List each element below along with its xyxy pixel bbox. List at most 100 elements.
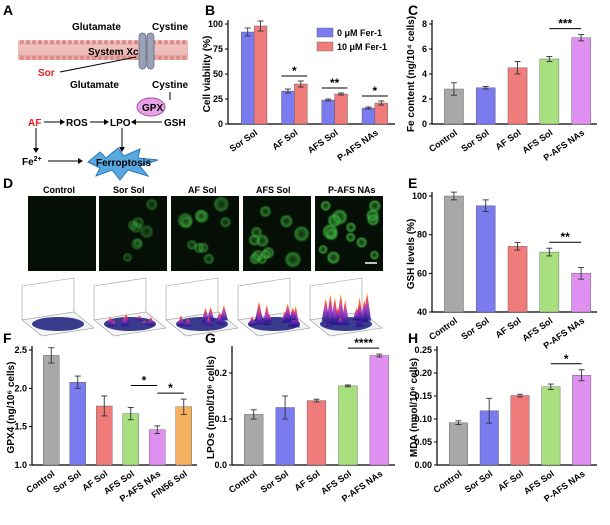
significance-marker: **** bbox=[354, 336, 373, 350]
significance-marker: * bbox=[142, 374, 147, 388]
surface-frame-afs-sol bbox=[237, 277, 291, 320]
arrowhead-af-fe bbox=[33, 148, 39, 153]
image-label-afs-sol: AFS Sol bbox=[256, 185, 291, 195]
y-axis-label: LPOs (nmol/10⁶ cells) bbox=[206, 356, 217, 459]
image-label-sor-sol: Sor Sol bbox=[113, 185, 145, 195]
chart-c-fe-content: 0 2 4 6 8 Fe content (ng/10⁴ cells) Control Sor… bbox=[406, 16, 597, 163]
label-ferroptosis: Ferroptosis bbox=[96, 158, 151, 169]
sor-inhibition-line bbox=[59, 56, 137, 73]
cell-sor-sol bbox=[139, 224, 154, 239]
significance-marker: ** bbox=[561, 230, 571, 244]
y-tick-label: 25 bbox=[213, 94, 223, 104]
arrowhead-af-ros bbox=[60, 119, 65, 125]
surface-peak-sor-sol bbox=[146, 316, 155, 326]
label-system-xc: System Xc bbox=[88, 47, 139, 58]
cell-afs-sol bbox=[259, 205, 272, 218]
panel-label-d: D bbox=[3, 175, 13, 191]
cell-p-afs-nas bbox=[321, 223, 339, 241]
x-tick-label: Control bbox=[432, 468, 464, 495]
y-tick-label: 50 bbox=[213, 69, 223, 79]
surface-frame-control bbox=[21, 277, 75, 320]
bar-afs-sol bbox=[539, 58, 560, 125]
x-tick-label: AFS Sol bbox=[306, 127, 340, 155]
cell-p-afs-nas bbox=[369, 250, 380, 261]
label-gsh: GSH bbox=[164, 118, 186, 129]
legend-swatch-0-m-fer-1 bbox=[316, 27, 334, 38]
y-tick-label: 2.0 bbox=[14, 383, 27, 393]
bar-af-sol-0-m-fer-1 bbox=[281, 90, 295, 125]
panel-label-c: C bbox=[408, 2, 418, 18]
cell-sor-sol bbox=[145, 198, 159, 211]
x-tick-label: Control bbox=[427, 127, 459, 154]
y-tick-label: 0.0 bbox=[214, 460, 227, 470]
surface-peak-p-afs-nas bbox=[341, 299, 350, 326]
cell-p-afs-nas bbox=[326, 250, 341, 265]
x-tick-label: Sor Sol bbox=[259, 468, 291, 494]
bar-afs-sol bbox=[122, 413, 139, 466]
arrowhead-lpo-ferroptosis bbox=[119, 147, 125, 152]
y-tick-label: 100 bbox=[412, 191, 427, 201]
arrowhead-fe-ferroptosis bbox=[78, 158, 83, 164]
cell-p-afs-nas bbox=[345, 221, 357, 233]
surface-peak-af-sol bbox=[219, 304, 228, 321]
panel-label-e: E bbox=[408, 175, 417, 191]
y-tick-label: 0.10 bbox=[414, 414, 432, 424]
cell-p-afs-nas bbox=[345, 232, 356, 243]
bar-af-sol-10-m-fer-1 bbox=[294, 83, 308, 125]
gpx-enzyme bbox=[136, 97, 166, 117]
bar-sor-sol bbox=[69, 382, 86, 466]
y-tick-label: 0.2 bbox=[214, 368, 227, 378]
x-tick-label: AF Sol bbox=[496, 468, 525, 493]
bar-af-sol bbox=[306, 400, 327, 466]
surface-peak-sor-sol bbox=[135, 315, 144, 321]
arrowhead-gsh-lpo bbox=[131, 119, 136, 125]
bar-control bbox=[43, 355, 60, 466]
bar-af-sol bbox=[507, 67, 528, 125]
significance-marker: * bbox=[292, 64, 297, 78]
image-label-control: Control bbox=[43, 185, 75, 195]
surface-peak-af-sol bbox=[215, 311, 224, 324]
cell-af-sol bbox=[176, 211, 194, 230]
y-axis-label: Cell viability (%) bbox=[202, 36, 213, 113]
surface-peak-p-afs-nas bbox=[363, 292, 372, 321]
surface-peak-afs-sol bbox=[283, 302, 292, 322]
bar-sor-sol-10-m-fer-1 bbox=[253, 25, 268, 125]
cell-af-sol bbox=[212, 195, 230, 213]
x-tick-label: Sor Sol bbox=[228, 127, 260, 153]
y-axis-label: GPX4 (ng/10⁶ cells) bbox=[6, 362, 17, 454]
bar-control bbox=[449, 422, 468, 466]
surface-peak-af-sol bbox=[201, 307, 210, 323]
cell-af-sol bbox=[193, 241, 206, 254]
y-tick-label: 80 bbox=[417, 230, 427, 240]
x-tick-label: Sor Sol bbox=[463, 468, 495, 494]
label-glutamate-bottom: Glutamate bbox=[70, 80, 119, 91]
bar-sor-sol bbox=[476, 205, 496, 313]
y-tick-label: 40 bbox=[417, 307, 427, 317]
significance-marker: * bbox=[373, 84, 378, 98]
cell-afs-sol bbox=[255, 233, 270, 248]
x-tick-label: AF Sol bbox=[293, 468, 322, 493]
significance-marker: ** bbox=[330, 76, 340, 90]
bar-p-afs-nas bbox=[571, 37, 591, 125]
panel-label-a: A bbox=[3, 2, 13, 18]
bar-afs-sol bbox=[338, 385, 358, 466]
surface-peak-sor-sol bbox=[120, 316, 129, 326]
legend-label-0-m-fer-1: 0 μM Fer-1 bbox=[337, 28, 382, 38]
label-cystine-bottom: Cystine bbox=[152, 80, 189, 91]
x-tick-label: Sor Sol bbox=[459, 315, 491, 341]
surface-base-control bbox=[32, 317, 84, 331]
x-tick-label: AF Sol bbox=[494, 127, 523, 152]
label-af: AF bbox=[28, 118, 41, 129]
y-tick-label: 4 bbox=[422, 69, 427, 79]
y-tick-label: 2.5 bbox=[14, 345, 27, 355]
y-tick-label: 0.20 bbox=[414, 368, 432, 378]
x-tick-label: AF Sol bbox=[270, 127, 299, 152]
label-cystine-top: Cystine bbox=[152, 22, 189, 33]
x-tick-label: AF Sol bbox=[494, 315, 523, 340]
cell-afs-sol bbox=[279, 214, 294, 229]
y-tick-label: 6 bbox=[422, 44, 427, 54]
label-glutamate-top: Glutamate bbox=[72, 22, 121, 33]
y-tick-label: 2 bbox=[422, 94, 427, 104]
surface-peak-af-sol bbox=[204, 316, 213, 325]
